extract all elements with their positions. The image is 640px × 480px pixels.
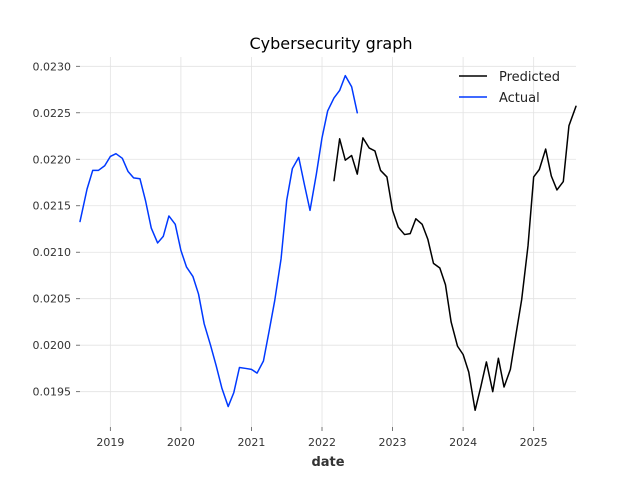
axes: 2019 2020 2021 2022 2023 2024 2025 0.0195 0.0200… <box>33 60 548 449</box>
x-tick-label: 2019 <box>96 436 124 449</box>
x-tick-label: 2025 <box>520 436 548 449</box>
y-tick-label: 0.0225 <box>33 107 72 120</box>
y-tick-label: 0.0200 <box>33 339 72 352</box>
series-lines <box>79 74 577 412</box>
y-tick-label: 0.0215 <box>33 200 72 213</box>
x-tick-label: 2024 <box>449 436 477 449</box>
legend-label-actual: Actual <box>499 91 540 106</box>
y-tick-label: 0.0230 <box>33 60 72 73</box>
legend-label-predicted: Predicted <box>499 70 560 85</box>
y-tick-label: 0.0205 <box>33 293 72 306</box>
series-line-actual <box>79 74 359 408</box>
x-axis-label: date <box>311 455 344 470</box>
legend: Predicted Actual <box>459 70 560 106</box>
x-tick-label: 2020 <box>167 436 195 449</box>
series-line-predicted <box>333 105 577 412</box>
y-tick-label: 0.0220 <box>33 153 72 166</box>
chart-title: Cybersecurity graph <box>249 34 412 53</box>
y-tick-label: 0.0195 <box>33 386 72 399</box>
y-tick-label: 0.0210 <box>33 246 72 259</box>
x-tick-label: 2021 <box>237 436 265 449</box>
x-tick-label: 2023 <box>379 436 407 449</box>
x-tick-label: 2022 <box>308 436 336 449</box>
